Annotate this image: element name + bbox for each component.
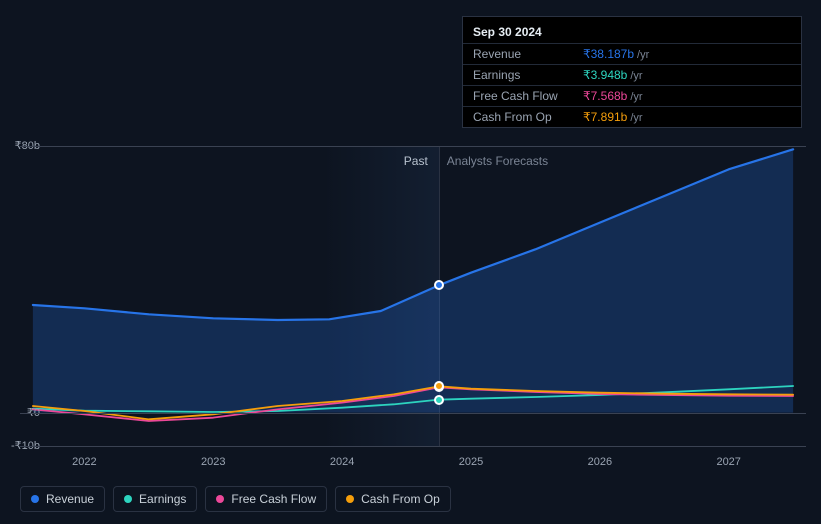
legend-dot-icon — [346, 495, 354, 503]
legend-item-cfo[interactable]: Cash From Op — [335, 486, 451, 512]
x-tick-label: 2027 — [716, 456, 740, 468]
tooltip-row-value: ₹7.891b — [583, 110, 627, 124]
tooltip-row: Revenue₹38.187b/yr — [463, 43, 801, 64]
tooltip-row-value: ₹3.948b — [583, 68, 627, 82]
legend-label: Cash From Op — [361, 492, 440, 506]
legend-label: Earnings — [139, 492, 186, 506]
legend-item-fcf[interactable]: Free Cash Flow — [205, 486, 327, 512]
gridline — [20, 146, 806, 147]
gridline — [20, 446, 806, 447]
tooltip-row-value: ₹7.568b — [583, 89, 627, 103]
x-tick-label: 2025 — [459, 456, 483, 468]
hover-tooltip: Sep 30 2024 Revenue₹38.187b/yrEarnings₹3… — [462, 16, 802, 128]
tooltip-row: Cash From Op₹7.891b/yr — [463, 106, 801, 127]
legend-dot-icon — [216, 495, 224, 503]
x-tick-label: 2022 — [72, 456, 96, 468]
legend-item-earnings[interactable]: Earnings — [113, 486, 197, 512]
tooltip-row-unit: /yr — [630, 70, 642, 82]
marker-earnings — [434, 395, 444, 405]
legend-label: Free Cash Flow — [231, 492, 316, 506]
marker-cfo — [434, 381, 444, 391]
tooltip-row-label: Free Cash Flow — [473, 89, 583, 103]
legend-dot-icon — [31, 495, 39, 503]
tooltip-row-label: Revenue — [473, 47, 583, 61]
tooltip-row-unit: /yr — [630, 91, 642, 103]
tooltip-row-unit: /yr — [630, 112, 642, 124]
legend-item-revenue[interactable]: Revenue — [20, 486, 105, 512]
marker-revenue — [434, 280, 444, 290]
legend-dot-icon — [124, 495, 132, 503]
gridline — [20, 413, 806, 414]
tooltip-row: Earnings₹3.948b/yr — [463, 64, 801, 85]
tooltip-row-label: Earnings — [473, 68, 583, 82]
x-tick-label: 2023 — [201, 456, 225, 468]
legend-label: Revenue — [46, 492, 94, 506]
tooltip-row: Free Cash Flow₹7.568b/yr — [463, 85, 801, 106]
tooltip-row-value: ₹38.187b — [583, 47, 634, 61]
chart-plot-area[interactable]: Past Analysts Forecasts ₹80b₹0-₹10b 2022… — [20, 126, 806, 444]
x-tick-label: 2024 — [330, 456, 354, 468]
series-svg — [20, 126, 806, 456]
legend: Revenue Earnings Free Cash Flow Cash From O… — [20, 486, 451, 512]
tooltip-title: Sep 30 2024 — [463, 23, 801, 43]
tooltip-row-unit: /yr — [637, 49, 649, 61]
tooltip-row-label: Cash From Op — [473, 110, 583, 124]
x-tick-label: 2026 — [588, 456, 612, 468]
